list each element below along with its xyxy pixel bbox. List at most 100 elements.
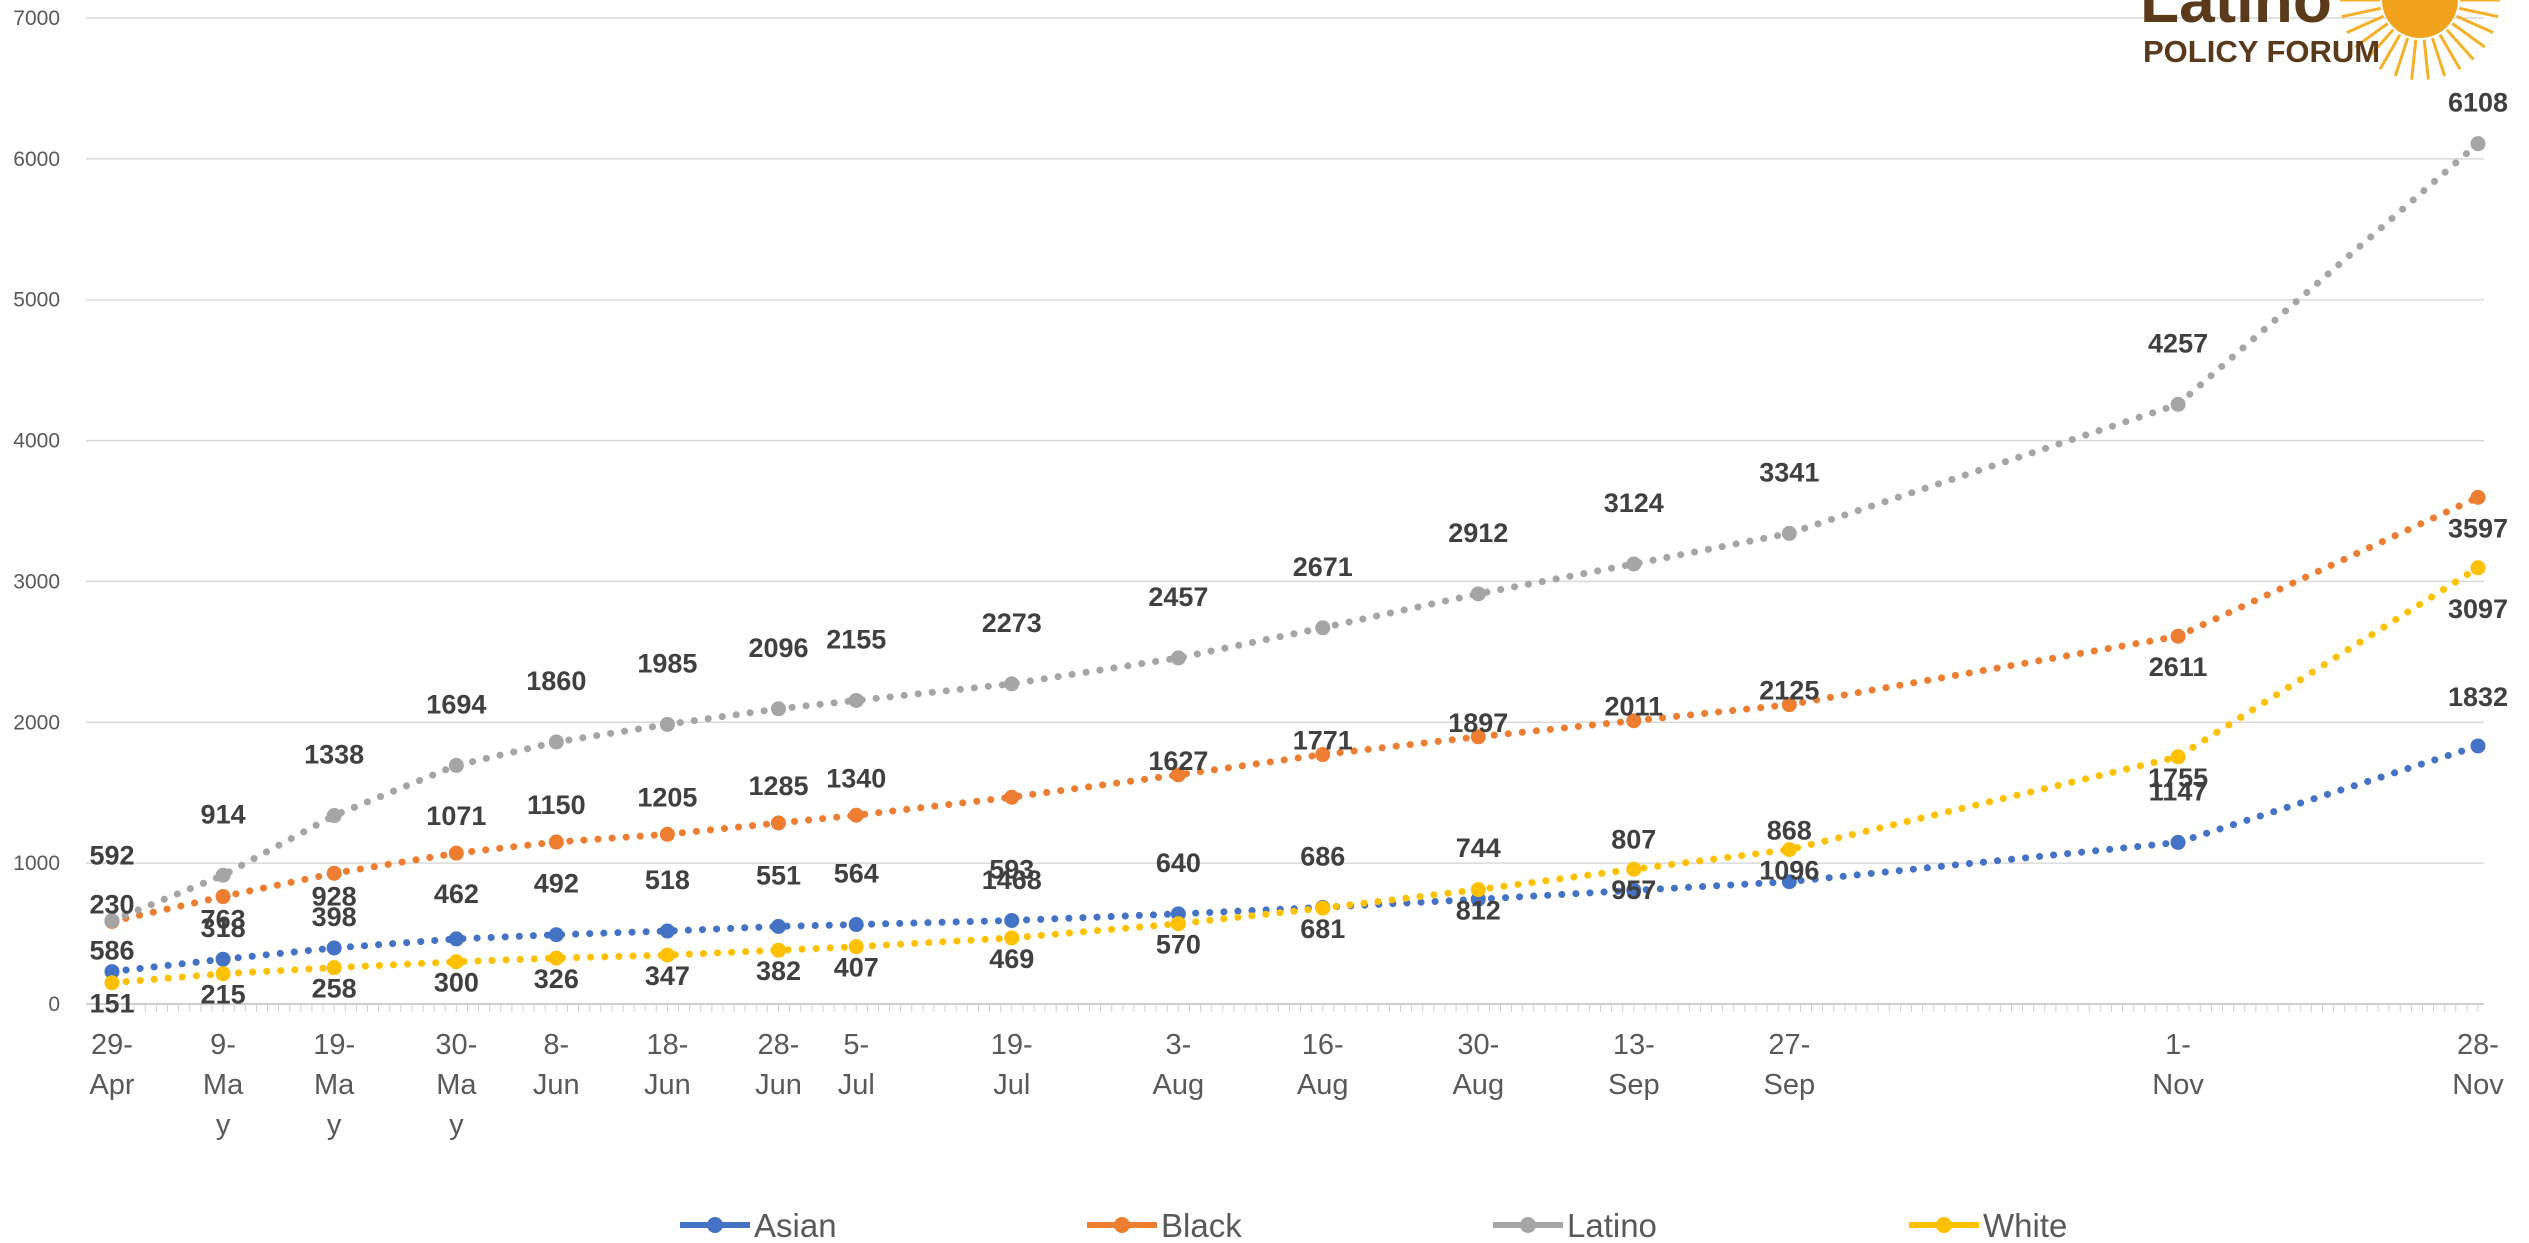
data-label-black: 586 <box>89 935 134 965</box>
data-label-white: 215 <box>201 980 246 1010</box>
data-label-asian: 318 <box>201 913 246 943</box>
data-point-latino <box>548 734 564 750</box>
legend-item-white: White <box>1909 1207 2067 1243</box>
data-label-white: 812 <box>1456 896 1501 926</box>
x-tick-label: 16- <box>1302 1029 1344 1061</box>
data-point-white <box>1470 882 1486 898</box>
logo-subtitle: POLICY FORUM <box>2143 34 2380 69</box>
legend-item-black: Black <box>1087 1207 1242 1243</box>
data-point-black <box>2470 489 2486 505</box>
data-label-white: 347 <box>645 961 690 991</box>
data-label-white: 1096 <box>1759 856 1819 886</box>
data-label-latino: 2671 <box>1293 552 1353 582</box>
data-label-latino: 1985 <box>637 648 697 678</box>
y-tick-label: 6000 <box>13 148 60 171</box>
x-tick-label: Aug <box>1153 1069 1205 1101</box>
data-point-white <box>1170 916 1186 932</box>
data-label-white: 681 <box>1300 914 1345 944</box>
data-label-white: 258 <box>312 974 357 1004</box>
data-point-latino <box>1004 676 1020 692</box>
data-point-white <box>448 954 464 970</box>
x-tick-label: Jun <box>644 1069 691 1101</box>
data-point-asian <box>104 964 120 980</box>
data-point-asian <box>2470 738 2486 754</box>
data-point-asian <box>1781 874 1797 890</box>
data-label-latino: 914 <box>201 799 246 829</box>
legend-swatch-marker <box>1520 1217 1536 1233</box>
data-label-asian: 686 <box>1300 841 1345 871</box>
data-point-latino <box>770 701 786 717</box>
data-label-latino: 2457 <box>1148 582 1208 612</box>
data-label-asian: 492 <box>534 869 579 899</box>
x-tick-label: y <box>216 1109 231 1141</box>
data-label-latino: 4257 <box>2148 328 2208 358</box>
y-axis-tick-labels: 0 1000 2000 3000 4000 5000 6000 7000 <box>13 7 60 1016</box>
series-line-latino <box>108 140 2482 925</box>
data-point-white <box>659 947 675 963</box>
data-label-black: 3597 <box>2448 513 2508 543</box>
sun-ray <box>2341 6 2382 19</box>
data-point-latino <box>326 808 342 824</box>
data-point-white <box>2470 560 2486 576</box>
data-label-latino: 2155 <box>826 624 886 654</box>
data-label-asian: 640 <box>1156 848 1201 878</box>
sun-ray <box>2438 33 2462 71</box>
data-point-black <box>448 845 464 861</box>
x-tick-label: 1- <box>2165 1029 2191 1061</box>
data-point-black <box>2170 628 2186 644</box>
y-tick-label: 4000 <box>13 430 60 453</box>
data-point-white <box>326 960 342 976</box>
x-tick-label: Ma <box>436 1069 477 1101</box>
data-point-latino <box>848 692 864 708</box>
legend-item-latino: Latino <box>1493 1207 1657 1243</box>
data-point-black <box>848 807 864 823</box>
x-axis-tick-labels: 29- Apr 9- Ma y 19- Ma y 30- Ma y 8- Jun 18- Jun 28- Jun… <box>89 1029 2504 1141</box>
legend-label: Latino <box>1567 1207 1657 1243</box>
sun-ray <box>2410 39 2418 80</box>
data-label-asian: 551 <box>756 860 801 890</box>
y-tick-label: 0 <box>48 993 60 1016</box>
x-tick-label: Jun <box>533 1069 580 1101</box>
data-point-latino <box>1781 525 1797 541</box>
sun-disc <box>2382 0 2458 38</box>
sun-ray <box>2451 22 2486 49</box>
data-point-white <box>2170 749 2186 765</box>
data-label-black: 1340 <box>826 763 886 793</box>
data-label-asian: 1147 <box>2149 776 2208 806</box>
series-black <box>104 489 2486 929</box>
data-point-black <box>1315 747 1331 763</box>
data-point-latino <box>2170 396 2186 412</box>
y-tick-label: 7000 <box>13 7 60 30</box>
legend-item-asian: Asian <box>680 1207 837 1243</box>
series-line-white <box>108 564 2482 987</box>
data-label-white: 382 <box>756 956 801 986</box>
data-point-black <box>1781 697 1797 713</box>
x-tick-label: Sep <box>1764 1069 1816 1101</box>
sun-ray <box>2365 28 2395 61</box>
data-label-black: 1150 <box>527 790 586 820</box>
data-point-white <box>848 939 864 955</box>
data-label-latino: 2273 <box>982 608 1042 638</box>
x-tick-label: 27- <box>1768 1029 1810 1061</box>
legend-swatch-marker <box>1114 1217 1130 1233</box>
x-tick-label: Apr <box>89 1069 134 1101</box>
legend-label: White <box>1983 1207 2067 1243</box>
data-label-black: 1468 <box>982 865 1042 895</box>
data-point-latino <box>448 757 464 773</box>
x-tick-label: Jul <box>838 1069 875 1101</box>
x-tick-label: 8- <box>543 1029 569 1061</box>
data-label-asian: 230 <box>89 890 134 920</box>
x-tick-label: 29- <box>91 1029 133 1061</box>
data-point-black <box>1626 713 1642 729</box>
data-point-black <box>1004 789 1020 805</box>
sun-ray <box>2458 6 2499 19</box>
data-label-latino: 1694 <box>426 689 486 719</box>
data-point-asian <box>1626 882 1642 898</box>
data-point-white <box>1315 900 1331 916</box>
data-label-latino: 3341 <box>1759 457 1819 487</box>
sun-rays <box>2340 0 2500 80</box>
data-point-latino <box>215 867 231 883</box>
data-label-black: 1897 <box>1448 708 1508 738</box>
sun-ray <box>2354 22 2389 49</box>
data-point-white <box>104 975 120 991</box>
